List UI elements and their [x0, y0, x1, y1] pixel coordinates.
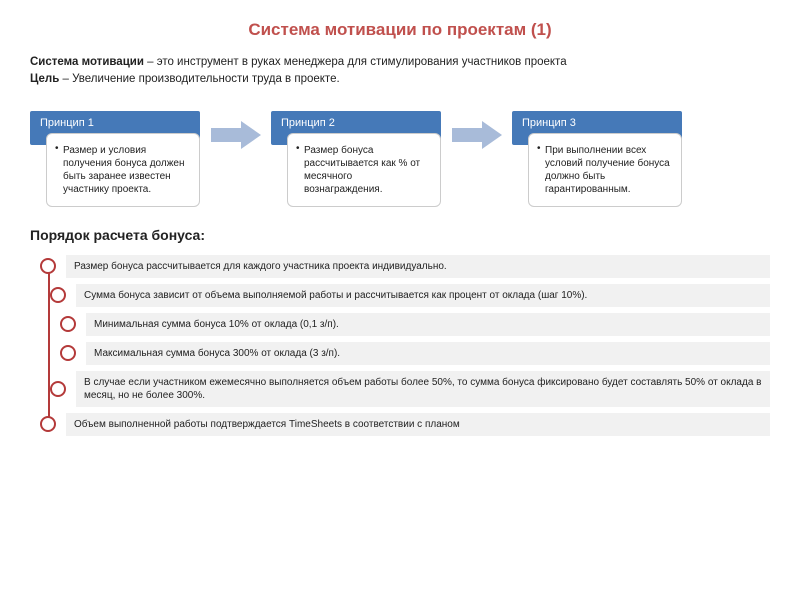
- principle-body: При выполнении всех условий получение бо…: [528, 133, 682, 207]
- step-text: Размер бонуса рассчитывается для каждого…: [66, 255, 770, 278]
- step-item: В случае если участником ежемесячно выпо…: [50, 371, 770, 407]
- intro-bold-2: Цель: [30, 73, 59, 85]
- step-text: Максимальная сумма бонуса 300% от оклада…: [86, 342, 770, 365]
- arrow-icon: [449, 121, 504, 149]
- step-item: Максимальная сумма бонуса 300% от оклада…: [60, 342, 770, 365]
- principle-1: Принцип 1 Размер и условия получения бон…: [30, 111, 200, 207]
- steps-list: Размер бонуса рассчитывается для каждого…: [30, 255, 770, 436]
- step-circle-icon: [60, 345, 76, 361]
- step-item: Сумма бонуса зависит от объема выполняем…: [50, 284, 770, 307]
- step-circle-icon: [60, 316, 76, 332]
- intro-block: Система мотивации – это инструмент в рук…: [30, 54, 770, 89]
- subheading: Порядок расчета бонуса:: [30, 227, 770, 243]
- step-circle-icon: [50, 287, 66, 303]
- step-circle-icon: [50, 381, 66, 397]
- principle-body: Размер бонуса рассчитывается как % от ме…: [287, 133, 441, 207]
- principle-2: Принцип 2 Размер бонуса рассчитывается к…: [271, 111, 441, 207]
- intro-rest-1: – это инструмент в руках менеджера для с…: [144, 56, 567, 68]
- step-text: Объем выполненной работы подтверждается …: [66, 413, 770, 436]
- step-circle-icon: [40, 416, 56, 432]
- step-item: Минимальная сумма бонуса 10% от оклада (…: [60, 313, 770, 336]
- page-title: Система мотивации по проектам (1): [30, 20, 770, 40]
- step-circle-icon: [40, 258, 56, 274]
- intro-bold-1: Система мотивации: [30, 56, 144, 68]
- principle-body: Размер и условия получения бонуса должен…: [46, 133, 200, 207]
- step-item: Размер бонуса рассчитывается для каждого…: [40, 255, 770, 278]
- step-item: Объем выполненной работы подтверждается …: [40, 413, 770, 436]
- principle-3: Принцип 3 При выполнении всех условий по…: [512, 111, 682, 207]
- intro-rest-2: – Увеличение производительности труда в …: [59, 73, 339, 85]
- step-text: Сумма бонуса зависит от объема выполняем…: [76, 284, 770, 307]
- step-text: Минимальная сумма бонуса 10% от оклада (…: [86, 313, 770, 336]
- arrow-icon: [208, 121, 263, 149]
- principles-row: Принцип 1 Размер и условия получения бон…: [30, 111, 770, 207]
- step-text: В случае если участником ежемесячно выпо…: [76, 371, 770, 407]
